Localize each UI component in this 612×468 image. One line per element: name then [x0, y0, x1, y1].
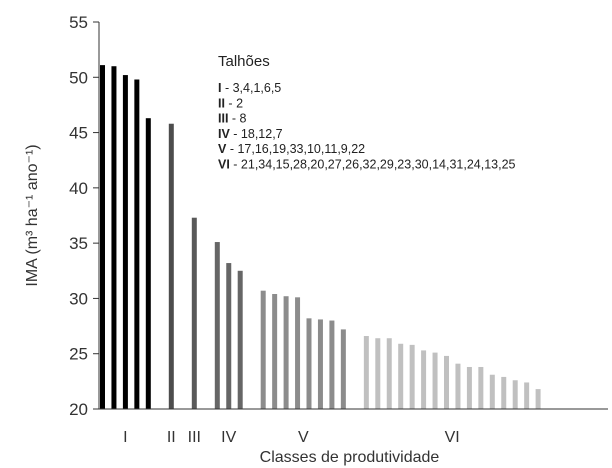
bar-i-4	[134, 79, 140, 409]
legend-separator: -	[225, 96, 236, 110]
bar-vi-11	[478, 366, 484, 409]
legend-values: 18,12,7	[241, 127, 283, 141]
x-category-label: VI	[445, 429, 460, 446]
bar-v-1	[260, 290, 266, 409]
legend-values: 2	[236, 96, 243, 110]
bar-v-5	[306, 318, 312, 409]
y-tick-label: 30	[69, 289, 88, 308]
bar-v-6	[317, 319, 323, 409]
bar-iv-3	[237, 270, 243, 409]
legend-values: 3,4,1,6,5	[233, 81, 282, 95]
y-tick-label: 40	[69, 179, 88, 198]
legend-key: I	[218, 81, 221, 95]
bar-iv-1	[214, 242, 220, 409]
bar-vi-14	[512, 380, 518, 409]
legend-separator: -	[230, 127, 241, 141]
x-category-label: I	[123, 429, 127, 446]
legend-key: IV	[218, 127, 230, 141]
bar-vi-1	[363, 336, 369, 409]
legend-row: V - 17,16,19,33,10,11,9,22	[218, 142, 365, 156]
bars	[100, 65, 541, 410]
y-tick-label: 45	[69, 124, 88, 143]
bar-v-4	[295, 297, 301, 409]
legend-separator: -	[221, 81, 232, 95]
bar-vi-4	[398, 343, 404, 409]
y-tick-label: 50	[69, 68, 88, 87]
x-category-label: V	[298, 429, 309, 446]
bar-iii-1	[191, 217, 197, 409]
y-tick-label: 35	[69, 234, 88, 253]
bar-vi-13	[501, 376, 507, 409]
legend-row: I - 3,4,1,6,5	[218, 81, 281, 95]
legend-values: 17,16,19,33,10,11,9,22	[237, 142, 365, 156]
legend-key: V	[218, 142, 227, 156]
x-axis-title: Classes de produtividade	[260, 449, 440, 466]
bar-iv-2	[226, 263, 232, 409]
bar-v-3	[283, 296, 289, 409]
legend-row: III - 8	[218, 112, 247, 126]
legend-separator: -	[230, 158, 241, 172]
legend-key: II	[218, 96, 225, 110]
bar-vi-10	[466, 366, 472, 409]
legend-row: VI - 21,34,15,28,20,27,26,32,29,23,30,14…	[218, 158, 516, 172]
x-category-label: IV	[221, 429, 236, 446]
legend-values: 8	[240, 112, 247, 126]
y-tick-label: 55	[69, 13, 88, 32]
bar-vi-16	[535, 389, 541, 409]
bar-vi-7	[432, 352, 438, 409]
bar-i-1	[100, 65, 105, 410]
bar-i-2	[111, 66, 117, 409]
bar-vi-3	[386, 338, 392, 409]
bar-vi-12	[489, 374, 495, 409]
bar-v-2	[272, 294, 278, 409]
x-category-label: II	[167, 429, 176, 446]
bar-vi-6	[421, 350, 427, 409]
bar-i-5	[145, 118, 151, 409]
legend-key: VI	[218, 158, 230, 172]
legend-separator: -	[228, 112, 239, 126]
bar-v-7	[329, 320, 335, 409]
legend-values: 21,34,15,28,20,27,26,32,29,23,30,14,31,2…	[241, 158, 516, 172]
bar-vi-5	[409, 344, 415, 409]
y-tick-label: 20	[69, 400, 88, 419]
y-axis-title: IMA (m³ ha⁻¹ ano⁻¹)	[24, 144, 41, 286]
legend-row: IV - 18,12,7	[218, 127, 283, 141]
category-labels: I II III IV V VI	[123, 429, 460, 446]
bar-vi-2	[375, 338, 381, 409]
bar-vi-9	[455, 363, 461, 409]
bar-ii-1	[168, 123, 174, 409]
bar-vi-15	[524, 382, 530, 409]
y-axis-ticks: 20 25 30 35 40 45 50 55	[69, 13, 99, 419]
legend-row: II - 2	[218, 96, 243, 110]
y-tick-label: 25	[69, 345, 88, 364]
x-category-label: III	[188, 429, 201, 446]
bar-i-3	[122, 75, 128, 409]
bar-v-8	[340, 329, 346, 409]
legend-key: III	[218, 112, 228, 126]
legend-title: Talhões	[218, 53, 270, 70]
bar-vi-8	[444, 355, 449, 409]
legend-separator: -	[226, 142, 237, 156]
